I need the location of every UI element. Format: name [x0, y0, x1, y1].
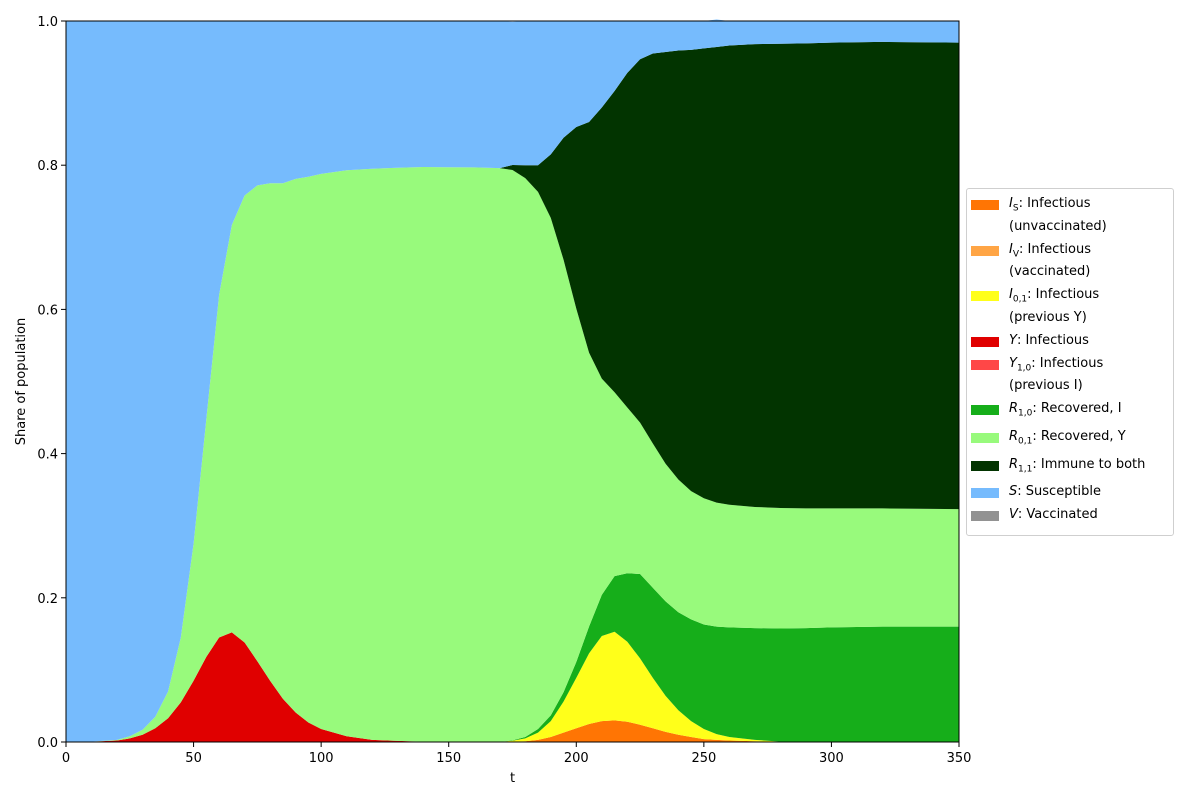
- legend-text-line2: (previous Y): [1009, 309, 1087, 325]
- area-layers: [66, 19, 959, 743]
- legend-text: : Infectious: [1016, 332, 1089, 348]
- legend-item: R0,1: Recovered, Y: [971, 428, 1167, 451]
- legend-symbol: R: [1009, 428, 1019, 444]
- legend-label: R1,0: Recovered, I: [1009, 400, 1122, 423]
- y-axis: 0.0 0.2 0.4 0.6 0.8 1.0: [37, 15, 66, 751]
- legend-item: IV: Infectious (vaccinated): [971, 241, 1167, 282]
- legend-item: R1,0: Recovered, I: [971, 400, 1167, 423]
- legend-label: S: Susceptible: [1009, 483, 1101, 501]
- x-tick-label: 0: [62, 751, 70, 766]
- legend-item: V: Vaccinated: [971, 506, 1167, 524]
- legend-text: : Infectious: [1019, 241, 1091, 257]
- area-series-r-01: [66, 167, 959, 742]
- legend-item: S: Susceptible: [971, 483, 1167, 501]
- legend-subscript: 1,0: [1016, 363, 1032, 374]
- legend-text-line2: (previous I): [1009, 378, 1083, 394]
- legend-label: Y1,0: Infectious (previous I): [1009, 355, 1103, 396]
- area-series-s: [66, 19, 959, 743]
- y-tick-label: 0.8: [37, 159, 58, 174]
- legend-text: : Immune to both: [1032, 456, 1146, 472]
- x-tick-label: 100: [309, 751, 334, 766]
- x-tick-label: 150: [436, 751, 461, 766]
- legend-symbol: I: [1009, 196, 1013, 211]
- legend-label: IS: Infectious (unvaccinated): [1009, 195, 1107, 236]
- legend-swatch: [971, 359, 999, 370]
- legend-text-line2: (unvaccinated): [1009, 218, 1107, 234]
- x-tick-label: 250: [691, 751, 716, 766]
- legend-text-line2: (vaccinated): [1009, 264, 1091, 280]
- legend-label: R1,1: Immune to both: [1009, 456, 1145, 479]
- legend-swatch: [971, 488, 999, 499]
- area-series-y: [66, 631, 959, 742]
- legend-subscript: S: [1012, 203, 1019, 214]
- legend-label: IV: Infectious (vaccinated): [1009, 241, 1091, 282]
- legend-symbol: R: [1009, 456, 1019, 472]
- plot-frame: [65, 20, 960, 743]
- area-series-r-11: [66, 41, 959, 743]
- legend-subscript: V: [1012, 249, 1020, 260]
- x-tick-label: 300: [819, 751, 844, 766]
- y-tick-label: 1.0: [37, 15, 58, 30]
- legend-swatch: [971, 245, 999, 256]
- legend-item: Y: Infectious: [971, 332, 1167, 350]
- legend-text: : Infectious: [1031, 355, 1104, 371]
- legend-label: I0,1: Infectious (previous Y): [1009, 286, 1099, 327]
- legend-label: R0,1: Recovered, Y: [1009, 428, 1126, 451]
- legend-symbol: V: [1009, 507, 1018, 523]
- legend-item: R1,1: Immune to both: [971, 456, 1167, 479]
- y-tick-label: 0.6: [37, 303, 58, 318]
- legend-label: V: Vaccinated: [1009, 506, 1098, 524]
- legend-item: Y1,0: Infectious (previous I): [971, 355, 1167, 396]
- legend-text: : Susceptible: [1017, 484, 1102, 500]
- legend-subscript: 0,1: [1012, 294, 1028, 305]
- legend-item: I0,1: Infectious (previous Y): [971, 286, 1167, 327]
- legend-swatch: [971, 511, 999, 522]
- legend-subscript: 1,0: [1018, 408, 1033, 419]
- legend-text: : Recovered, Y: [1032, 428, 1126, 444]
- legend-swatch: [971, 200, 999, 210]
- legend-subscript: 1,1: [1018, 464, 1033, 475]
- legend-label: Y: Infectious: [1009, 332, 1089, 350]
- area-series-r-10: [66, 573, 959, 742]
- x-tick-label: 350: [947, 751, 972, 766]
- legend-swatch: [971, 460, 999, 471]
- legend-symbol: I: [1009, 241, 1013, 257]
- x-tick-label: 200: [564, 751, 589, 766]
- y-axis-label: Share of population: [14, 318, 29, 446]
- legend-swatch: [971, 336, 999, 347]
- y-tick-label: 0.0: [37, 736, 58, 751]
- legend-text: : Infectious: [1018, 196, 1091, 211]
- legend-symbol: I: [1009, 287, 1013, 303]
- legend-symbol: S: [1009, 484, 1018, 500]
- legend-item: IS: Infectious (unvaccinated): [971, 195, 1167, 236]
- legend-symbol: Y: [1009, 332, 1017, 348]
- legend-swatch: [971, 432, 999, 443]
- x-tick-label: 50: [185, 751, 202, 766]
- y-tick-label: 0.4: [37, 448, 58, 463]
- legend-swatch: [971, 405, 999, 416]
- legend-symbol: Y: [1009, 355, 1017, 371]
- x-axis: 0 50 100 150 200 250 300 350: [62, 742, 972, 766]
- legend-symbol: R: [1009, 401, 1019, 417]
- legend-text: : Infectious: [1027, 287, 1100, 303]
- x-axis-label: t: [510, 771, 515, 786]
- y-tick-label: 0.2: [37, 592, 58, 607]
- legend-swatch: [971, 291, 999, 302]
- legend: IS: Infectious (unvaccinated) IV: Infectio…: [966, 188, 1174, 537]
- legend-text: : Vaccinated: [1017, 507, 1098, 523]
- legend-subscript: 0,1: [1018, 436, 1033, 447]
- legend-text: : Recovered, I: [1032, 401, 1122, 417]
